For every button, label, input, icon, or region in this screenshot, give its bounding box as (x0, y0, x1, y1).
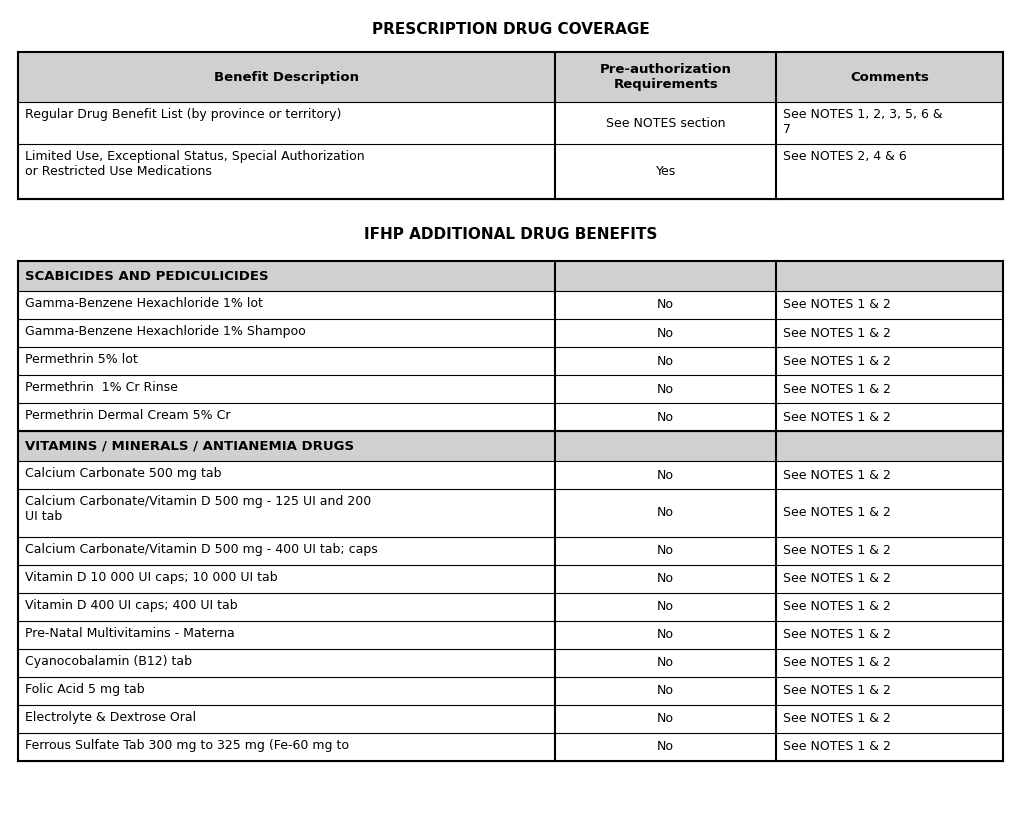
Text: See NOTES 1 & 2: See NOTES 1 & 2 (783, 741, 891, 753)
Text: See NOTES 1 & 2: See NOTES 1 & 2 (783, 299, 891, 312)
Text: See NOTES 1, 2, 3, 5, 6 &
7: See NOTES 1, 2, 3, 5, 6 & 7 (783, 108, 943, 136)
Text: No: No (658, 469, 674, 481)
Text: Pre-authorization
Requirements: Pre-authorization Requirements (599, 63, 732, 91)
Text: See NOTES 1 & 2: See NOTES 1 & 2 (783, 656, 891, 670)
Text: No: No (658, 741, 674, 753)
Text: Permethrin  1% Cr Rinse: Permethrin 1% Cr Rinse (25, 381, 178, 394)
Text: No: No (658, 410, 674, 424)
Text: No: No (658, 354, 674, 368)
Text: No: No (658, 685, 674, 697)
Text: See NOTES section: See NOTES section (605, 117, 725, 129)
Text: VITAMINS / MINERALS / ANTIANEMIA DRUGS: VITAMINS / MINERALS / ANTIANEMIA DRUGS (25, 440, 354, 453)
Text: No: No (658, 629, 674, 641)
Text: Ferrous Sulfate Tab 300 mg to 325 mg (Fe-60 mg to: Ferrous Sulfate Tab 300 mg to 325 mg (Fe… (25, 739, 349, 752)
Bar (18, 52, 1003, 102)
Text: No: No (658, 506, 674, 520)
Text: See NOTES 1 & 2: See NOTES 1 & 2 (783, 410, 891, 424)
Text: No: No (658, 545, 674, 557)
Text: Calcium Carbonate 500 mg tab: Calcium Carbonate 500 mg tab (25, 467, 222, 480)
Text: Yes: Yes (655, 165, 676, 178)
Text: See NOTES 1 & 2: See NOTES 1 & 2 (783, 469, 891, 481)
Text: No: No (658, 299, 674, 312)
Text: Pre-Natal Multivitamins - Materna: Pre-Natal Multivitamins - Materna (25, 627, 235, 640)
Text: See NOTES 2, 4 & 6: See NOTES 2, 4 & 6 (783, 150, 908, 163)
Text: Folic Acid 5 mg tab: Folic Acid 5 mg tab (25, 683, 145, 696)
Text: SCABICIDES AND PEDICULICIDES: SCABICIDES AND PEDICULICIDES (25, 269, 269, 283)
Text: Limited Use, Exceptional Status, Special Authorization
or Restricted Use Medicat: Limited Use, Exceptional Status, Special… (25, 150, 364, 178)
Text: Benefit Description: Benefit Description (214, 71, 359, 83)
Text: See NOTES 1 & 2: See NOTES 1 & 2 (783, 326, 891, 339)
Text: Permethrin 5% lot: Permethrin 5% lot (25, 353, 138, 366)
Text: No: No (658, 600, 674, 614)
Text: Vitamin D 10 000 UI caps; 10 000 UI tab: Vitamin D 10 000 UI caps; 10 000 UI tab (25, 571, 278, 584)
Text: Comments: Comments (850, 71, 929, 83)
Text: See NOTES 1 & 2: See NOTES 1 & 2 (783, 685, 891, 697)
Text: Gamma-Benzene Hexachloride 1% lot: Gamma-Benzene Hexachloride 1% lot (25, 297, 262, 310)
Text: PRESCRIPTION DRUG COVERAGE: PRESCRIPTION DRUG COVERAGE (372, 22, 650, 37)
Text: Regular Drug Benefit List (by province or territory): Regular Drug Benefit List (by province o… (25, 108, 341, 121)
Text: See NOTES 1 & 2: See NOTES 1 & 2 (783, 506, 891, 520)
Bar (18, 261, 1003, 291)
Text: See NOTES 1 & 2: See NOTES 1 & 2 (783, 354, 891, 368)
Text: Vitamin D 400 UI caps; 400 UI tab: Vitamin D 400 UI caps; 400 UI tab (25, 599, 238, 612)
Text: IFHP ADDITIONAL DRUG BENEFITS: IFHP ADDITIONAL DRUG BENEFITS (364, 227, 658, 242)
Text: See NOTES 1 & 2: See NOTES 1 & 2 (783, 383, 891, 395)
Text: See NOTES 1 & 2: See NOTES 1 & 2 (783, 629, 891, 641)
Text: Cyanocobalamin (B12) tab: Cyanocobalamin (B12) tab (25, 655, 192, 668)
Text: See NOTES 1 & 2: See NOTES 1 & 2 (783, 712, 891, 726)
Text: No: No (658, 712, 674, 726)
Text: Electrolyte & Dextrose Oral: Electrolyte & Dextrose Oral (25, 711, 196, 724)
Text: See NOTES 1 & 2: See NOTES 1 & 2 (783, 572, 891, 585)
Text: See NOTES 1 & 2: See NOTES 1 & 2 (783, 600, 891, 614)
Bar (18, 431, 1003, 461)
Text: Calcium Carbonate/Vitamin D 500 mg - 400 UI tab; caps: Calcium Carbonate/Vitamin D 500 mg - 400… (25, 543, 378, 556)
Text: No: No (658, 656, 674, 670)
Text: No: No (658, 572, 674, 585)
Text: Permethrin Dermal Cream 5% Cr: Permethrin Dermal Cream 5% Cr (25, 409, 231, 422)
Text: See NOTES 1 & 2: See NOTES 1 & 2 (783, 545, 891, 557)
Text: Gamma-Benzene Hexachloride 1% Shampoo: Gamma-Benzene Hexachloride 1% Shampoo (25, 325, 305, 338)
Text: Calcium Carbonate/Vitamin D 500 mg - 125 UI and 200
UI tab: Calcium Carbonate/Vitamin D 500 mg - 125… (25, 495, 372, 523)
Text: No: No (658, 383, 674, 395)
Text: No: No (658, 326, 674, 339)
